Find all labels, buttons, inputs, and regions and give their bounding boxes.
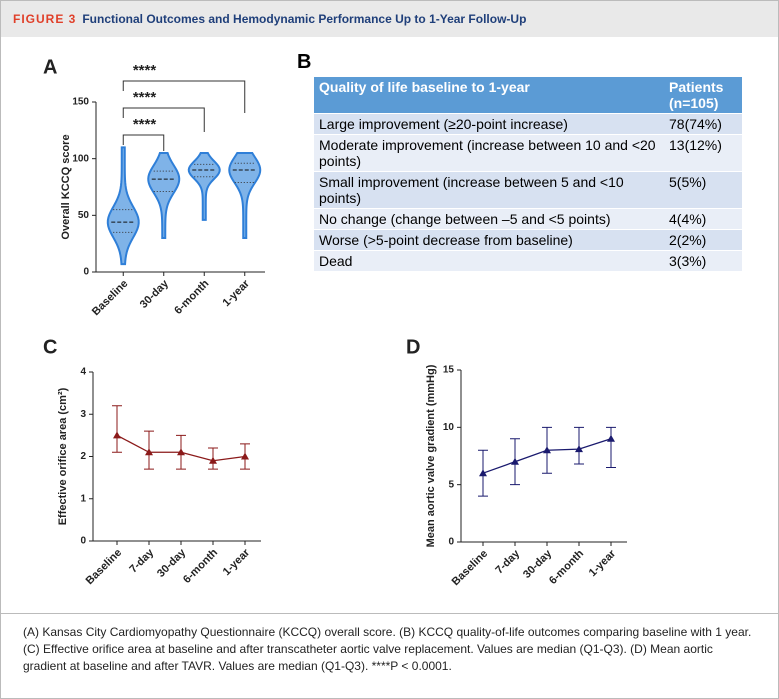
table-cell: Moderate improvement (increase between 1… xyxy=(314,134,664,172)
y-tick-label: 3 xyxy=(80,409,86,420)
table-cell: Small improvement (increase between 5 an… xyxy=(314,171,664,209)
significance-label: **** xyxy=(133,62,157,79)
marker xyxy=(479,469,487,477)
violin xyxy=(228,152,262,239)
table-row: Small improvement (increase between 5 an… xyxy=(314,171,742,209)
table-header: Quality of life baseline to 1-year Patien… xyxy=(314,77,742,114)
marker xyxy=(145,448,153,456)
table-cell: Large improvement (≥20-point increase) xyxy=(314,113,664,135)
table: Quality of life baseline to 1-year Patien… xyxy=(314,77,742,272)
header: FIGURE 3 Functional Outcomes and Hemodyna… xyxy=(1,1,778,37)
panel-label: B xyxy=(297,51,312,73)
y-tick-label: 150 xyxy=(72,97,89,108)
marker xyxy=(209,456,217,464)
table-cell: Dead xyxy=(314,250,664,272)
table-cell: Worse (>5-point decrease from baseline) xyxy=(314,229,664,251)
y-tick-label: 100 xyxy=(72,153,89,164)
y-axis-label: Overall KCCQ score xyxy=(60,134,72,239)
marker xyxy=(511,457,519,465)
violin xyxy=(187,152,221,221)
error-bar xyxy=(112,405,122,453)
y-tick-label: 50 xyxy=(78,210,90,221)
y-axis-label: Mean aortic valve gradient (mmHg) xyxy=(425,364,437,547)
marker xyxy=(575,445,583,453)
y-tick-label: 4 xyxy=(80,367,86,378)
table-row: Worse (>5-point decrease from baseline) 2… xyxy=(314,229,742,251)
figure-number: FIGURE 3 xyxy=(13,12,77,26)
table-cell: 3(3%) xyxy=(664,250,742,272)
header-cell: Patients (n=105) xyxy=(664,77,742,114)
table-cell: No change (change between –5 and <5 poin… xyxy=(314,208,664,230)
table-cell: 78(74%) xyxy=(664,113,742,135)
table-row: Moderate improvement (increase between 1… xyxy=(314,134,742,172)
x-tick-label: 6-month xyxy=(181,546,220,585)
error-bar xyxy=(606,426,616,468)
marker xyxy=(543,446,551,454)
significance-bracket xyxy=(122,134,165,151)
y-tick-label: 0 xyxy=(448,537,454,548)
table-row: Large improvement (≥20-point increase) 78… xyxy=(314,113,742,135)
x-tick-label: 30-day xyxy=(138,277,172,311)
table-cell: 5(5%) xyxy=(664,171,742,209)
x-tick-label: 1-year xyxy=(221,546,253,578)
y-axis-label: Effective orifice area (cm²) xyxy=(57,387,69,525)
x-tick-label: Baseline xyxy=(450,548,490,588)
x-tick-label: 1-year xyxy=(587,547,619,579)
y-tick-label: 0 xyxy=(83,267,89,278)
y-tick-label: 2 xyxy=(80,451,86,462)
figure-title: Functional Outcomes and Hemodynamic Perf… xyxy=(82,12,527,26)
marker xyxy=(113,431,121,439)
marker xyxy=(177,448,185,456)
violin xyxy=(106,146,140,266)
panel-label: D xyxy=(406,336,420,358)
table-cell: 4(4%) xyxy=(664,208,742,230)
significance-bracket xyxy=(122,80,246,113)
y-tick-label: 10 xyxy=(443,422,455,433)
panel-label: C xyxy=(43,336,57,358)
table-cell: 13(12%) xyxy=(664,134,742,172)
table-cell: 2(2%) xyxy=(664,229,742,251)
significance-label: **** xyxy=(133,116,157,133)
header-cell: Quality of life baseline to 1-year xyxy=(314,77,664,114)
caption: (A) Kansas City Cardiomyopathy Questionn… xyxy=(1,613,778,685)
y-tick-label: 0 xyxy=(80,536,86,547)
table-row: Dead 3(3%) xyxy=(314,250,742,272)
y-tick-label: 5 xyxy=(448,479,454,490)
marker xyxy=(607,434,615,442)
x-tick-label: 1-year xyxy=(221,277,253,309)
violin xyxy=(147,152,181,239)
significance-label: **** xyxy=(133,89,157,106)
x-tick-label: Baseline xyxy=(84,547,124,587)
y-tick-label: 15 xyxy=(443,365,455,376)
y-tick-label: 1 xyxy=(80,493,86,504)
significance-bracket xyxy=(122,107,205,132)
x-tick-label: Baseline xyxy=(90,278,130,318)
x-tick-label: 6-month xyxy=(172,277,211,316)
x-tick-label: 6-month xyxy=(547,547,586,586)
panel-label: A xyxy=(43,56,57,78)
x-tick-label: 7-day xyxy=(493,547,522,576)
table-row: No change (change between –5 and <5 poin… xyxy=(314,208,742,230)
marker xyxy=(241,452,249,460)
x-tick-label: 7-day xyxy=(127,546,156,575)
